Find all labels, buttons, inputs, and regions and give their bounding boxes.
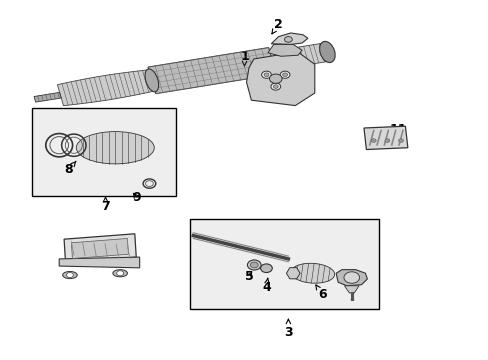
Circle shape <box>270 83 280 90</box>
Polygon shape <box>344 286 358 293</box>
Circle shape <box>370 139 375 142</box>
Circle shape <box>247 260 261 270</box>
Circle shape <box>343 272 359 283</box>
Polygon shape <box>267 44 302 56</box>
Circle shape <box>398 139 403 142</box>
Polygon shape <box>64 234 136 262</box>
Circle shape <box>66 273 73 278</box>
Polygon shape <box>71 238 128 258</box>
Text: 3: 3 <box>284 319 292 339</box>
Text: 4: 4 <box>262 278 270 294</box>
Circle shape <box>250 262 258 268</box>
Polygon shape <box>363 126 407 149</box>
Polygon shape <box>34 93 61 102</box>
Polygon shape <box>286 267 300 279</box>
Polygon shape <box>335 270 366 286</box>
Ellipse shape <box>290 263 334 283</box>
Bar <box>32 108 176 196</box>
Circle shape <box>261 71 271 78</box>
Circle shape <box>117 271 123 276</box>
Ellipse shape <box>319 41 334 63</box>
Polygon shape <box>59 257 140 268</box>
Ellipse shape <box>76 132 154 164</box>
Text: 2: 2 <box>271 18 283 34</box>
Bar <box>189 220 378 309</box>
Ellipse shape <box>145 69 158 92</box>
Text: 6: 6 <box>315 285 326 301</box>
Text: 10: 10 <box>75 242 92 255</box>
Text: 11: 11 <box>388 123 406 136</box>
Ellipse shape <box>62 271 77 279</box>
Ellipse shape <box>113 270 127 277</box>
Polygon shape <box>271 33 307 44</box>
Polygon shape <box>269 43 329 70</box>
Polygon shape <box>148 48 276 94</box>
Text: 1: 1 <box>240 50 248 66</box>
Circle shape <box>282 73 287 77</box>
Text: 9: 9 <box>132 191 140 204</box>
Text: 5: 5 <box>244 270 253 283</box>
Text: 7: 7 <box>101 197 110 213</box>
Circle shape <box>260 264 272 273</box>
Circle shape <box>280 71 289 78</box>
Polygon shape <box>57 70 155 106</box>
Circle shape <box>269 74 282 84</box>
Circle shape <box>264 73 268 77</box>
Text: 8: 8 <box>64 161 76 176</box>
Polygon shape <box>246 52 314 105</box>
Circle shape <box>284 37 292 42</box>
Circle shape <box>273 85 278 88</box>
Circle shape <box>384 139 389 142</box>
